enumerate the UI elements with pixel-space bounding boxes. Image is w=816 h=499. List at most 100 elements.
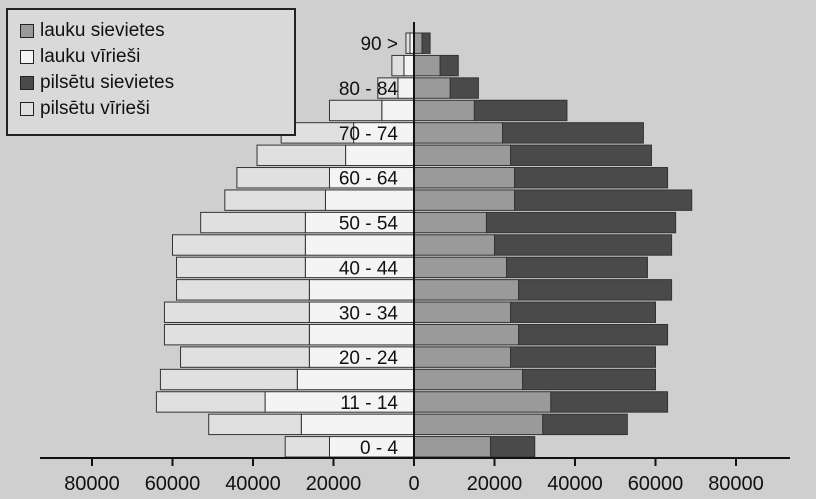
bar-lauku-sievietes <box>413 234 495 256</box>
x-tick-label: 40000 <box>225 473 281 495</box>
age-label: 20 - 24 <box>339 348 399 369</box>
bar-lauku-sievietes <box>413 211 487 234</box>
bar-pilsētu-vīrieši <box>159 368 298 391</box>
bar-pilsētu-vīrieši <box>163 323 310 346</box>
bar-lauku-vīrieši <box>345 144 415 167</box>
bar-pilsētu-sievietes <box>522 368 656 391</box>
bar-pilsētu-vīrieši <box>391 54 405 77</box>
bar-pilsētu-vīrieši <box>328 99 383 122</box>
bar-pilsētu-sievietes <box>494 234 673 256</box>
x-tick-label: 80000 <box>708 473 764 495</box>
bar-lauku-sievietes <box>413 122 504 144</box>
bars-group <box>155 32 693 458</box>
x-tick-label: 0 <box>408 473 419 495</box>
age-label: 70 - 74 <box>339 124 399 145</box>
bar-pilsētu-vīrieši <box>377 77 399 99</box>
bar-lauku-sievietes <box>413 189 516 211</box>
bar-lauku-sievietes <box>413 99 475 122</box>
bar-lauku-sievietes <box>413 167 516 189</box>
x-tick-label: 20000 <box>467 473 523 495</box>
bar-pilsētu-vīrieši <box>180 346 310 368</box>
bar-pilsētu-vīrieši <box>163 301 310 323</box>
bar-pilsētu-sievietes <box>502 122 644 144</box>
bar-pilsētu-sievietes <box>421 32 431 54</box>
bar-pilsētu-sievietes <box>506 256 648 279</box>
bar-pilsētu-sievietes <box>550 391 669 413</box>
legend-swatch <box>20 24 34 38</box>
bar-pilsētu-vīrieši <box>200 211 306 234</box>
bar-pilsētu-sievietes <box>510 144 652 167</box>
age-label: 40 - 44 <box>339 258 399 279</box>
bar-lauku-sievietes <box>413 32 423 54</box>
bar-pilsētu-vīrieši <box>155 391 266 413</box>
x-axis: 80000 60000 40000 20000 0 20000 40000 60000 8000… <box>40 22 790 495</box>
legend-swatch <box>20 102 34 116</box>
legend-swatch <box>20 50 34 64</box>
x-tick-label: 60000 <box>145 473 201 495</box>
bar-lauku-sievietes <box>413 279 520 301</box>
legend-item: lauku vīrieši <box>20 44 294 70</box>
bar-lauku-sievietes <box>413 77 451 99</box>
bar-lauku-sievietes <box>413 256 508 279</box>
age-label: 50 - 54 <box>339 214 399 235</box>
x-tick-label: 60000 <box>628 473 684 495</box>
bar-lauku-vīrieši <box>403 54 415 77</box>
bar-pilsētu-vīrieši <box>284 436 330 458</box>
bar-pilsētu-sievietes <box>473 99 568 122</box>
x-tick-label: 20000 <box>306 473 362 495</box>
bar-pilsētu-vīrieši <box>176 256 306 279</box>
bar-pilsētu-vīrieši <box>224 189 326 211</box>
bar-pilsētu-sievietes <box>518 323 669 346</box>
bar-lauku-sievietes <box>413 301 512 323</box>
age-label: 30 - 34 <box>339 303 399 324</box>
legend-item: pilsētu vīrieši <box>20 96 294 122</box>
legend-label: lauku vīrieši <box>40 46 141 67</box>
bar-pilsētu-sievietes <box>439 54 459 77</box>
bar-pilsētu-sievietes <box>518 279 673 301</box>
legend-item: lauku sievietes <box>20 18 294 44</box>
age-label: 90 > <box>360 34 398 55</box>
bar-lauku-sievietes <box>413 144 512 167</box>
bar-pilsētu-sievietes <box>514 189 693 211</box>
age-label: 80 - 84 <box>339 79 399 100</box>
bar-lauku-vīrieši <box>397 77 415 99</box>
bar-pilsētu-sievietes <box>449 77 479 99</box>
bar-pilsētu-sievietes <box>510 301 656 323</box>
bar-lauku-vīrieši <box>304 234 415 256</box>
bar-lauku-sievietes <box>413 346 512 368</box>
bar-pilsētu-sievietes <box>542 413 628 436</box>
age-label: 0 - 4 <box>360 438 398 459</box>
bar-pilsētu-vīrieši <box>236 167 330 189</box>
bar-lauku-sievietes <box>413 413 544 436</box>
bar-pilsētu-sievietes <box>489 436 536 458</box>
bar-pilsētu-sievietes <box>510 346 656 368</box>
legend-label: lauku sievietes <box>40 20 165 41</box>
x-tick-label: 40000 <box>547 473 603 495</box>
bar-pilsētu-vīrieši <box>208 413 302 436</box>
legend-swatch <box>20 76 34 90</box>
bar-pilsētu-vīrieši <box>172 234 306 256</box>
bar-lauku-sievietes <box>413 323 520 346</box>
bar-pilsētu-vīrieši <box>256 144 347 167</box>
bar-lauku-vīrieši <box>308 279 415 301</box>
bar-lauku-sievietes <box>413 391 552 413</box>
bar-lauku-vīrieši <box>381 99 415 122</box>
legend-item: pilsētu sievietes <box>20 70 294 96</box>
legend-label: pilsētu sievietes <box>40 72 175 93</box>
legend: lauku sievietes lauku vīrieši pilsētu si… <box>6 8 296 136</box>
bar-lauku-vīrieši <box>300 413 415 436</box>
bar-lauku-vīrieši <box>324 189 415 211</box>
bar-pilsētu-vīrieši <box>176 279 310 301</box>
bar-pilsētu-sievietes <box>485 211 677 234</box>
bar-lauku-vīrieši <box>296 368 415 391</box>
bar-lauku-sievietes <box>413 54 441 77</box>
age-label: 11 - 14 <box>340 393 398 414</box>
bar-lauku-sievietes <box>413 436 491 458</box>
bar-pilsētu-sievietes <box>514 167 669 189</box>
legend-label: pilsētu vīrieši <box>40 98 150 119</box>
x-tick-label: 80000 <box>64 473 120 495</box>
bar-lauku-sievietes <box>413 368 524 391</box>
age-labels-group: 0 - 4 11 - 14 20 - 24 30 - 34 40 - 44 50 - 54… <box>339 34 399 459</box>
age-label: 60 - 64 <box>339 169 399 190</box>
